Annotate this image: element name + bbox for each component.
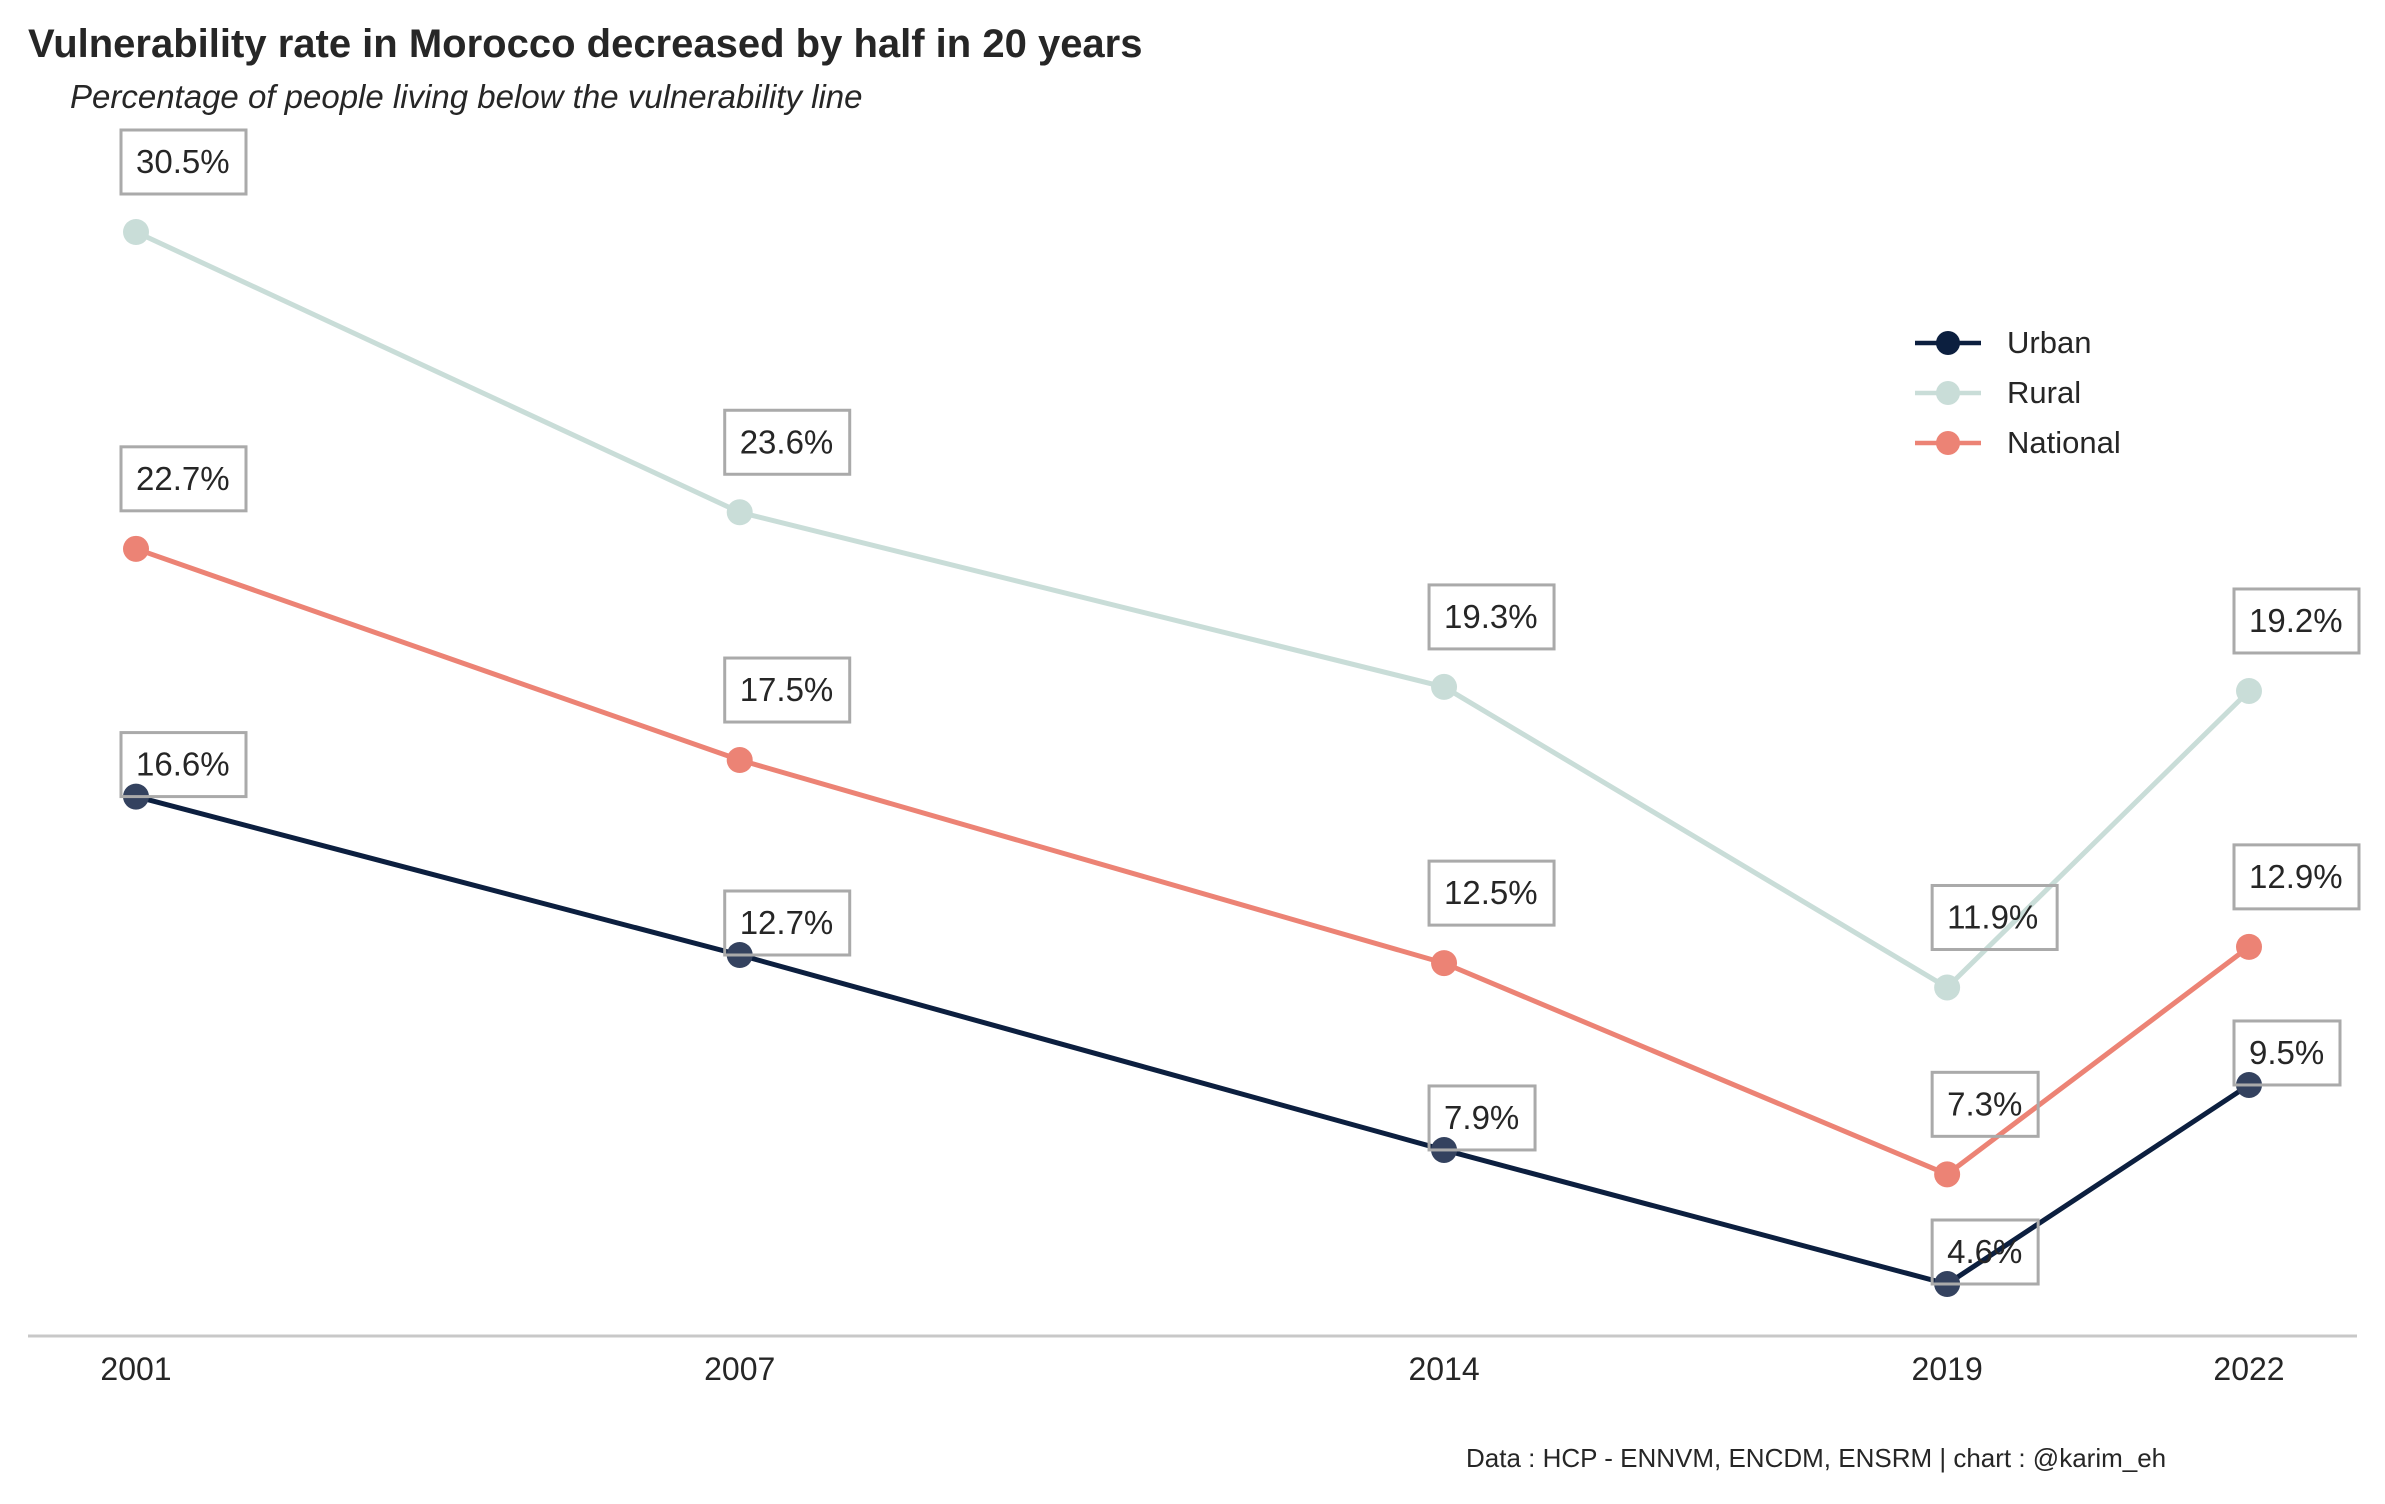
svg-text:17.5%: 17.5% (740, 671, 834, 708)
svg-text:16.6%: 16.6% (136, 746, 230, 783)
data-point-national (2236, 933, 2262, 960)
svg-text:12.7%: 12.7% (740, 904, 834, 941)
legend-item-urban: Urban (1915, 318, 2121, 368)
svg-text:7.9%: 7.9% (1444, 1099, 1519, 1136)
x-tick-label: 2014 (1408, 1351, 1479, 1387)
svg-text:7.3%: 7.3% (1947, 1085, 2022, 1122)
data-label-rural: 19.3% (1427, 583, 1556, 651)
data-label-national: 22.7% (119, 445, 248, 513)
data-point-rural (1934, 974, 1961, 1001)
svg-text:12.5%: 12.5% (1444, 874, 1538, 911)
data-label-urban: 16.6% (119, 731, 248, 799)
data-labels: 30.5% 23.6% 19.3% 11.9% 19.2% 22.7% 17.5% 12.5%… (119, 128, 2361, 1286)
data-label-national: 7.3% (1930, 1070, 2040, 1138)
svg-text:4.6%: 4.6% (1947, 1233, 2022, 1270)
data-label-rural: 30.5% (119, 128, 248, 196)
data-point-national (1431, 950, 1458, 977)
x-tick-label: 2001 (100, 1351, 171, 1387)
svg-text:9.5%: 9.5% (2249, 1034, 2324, 1071)
data-point-rural (2236, 677, 2262, 704)
series-points (123, 219, 2262, 1297)
data-label-national: 12.9% (2232, 843, 2361, 911)
legend-swatch-rural (1915, 381, 1981, 405)
data-label-urban: 4.6% (1930, 1218, 2040, 1286)
legend: Urban Rural National (1915, 318, 2121, 468)
x-tick-label: 2022 (2213, 1351, 2284, 1387)
svg-text:12.9%: 12.9% (2249, 858, 2343, 895)
svg-text:19.2%: 19.2% (2249, 602, 2343, 639)
legend-item-rural: Rural (1915, 368, 2121, 418)
svg-text:23.6%: 23.6% (740, 423, 834, 460)
data-point-rural (123, 219, 149, 245)
data-point-rural (726, 499, 753, 526)
data-label-rural: 11.9% (1930, 883, 2059, 951)
x-tick-label: 2019 (1912, 1351, 1983, 1387)
data-point-national (123, 535, 149, 562)
svg-text:11.9%: 11.9% (1947, 898, 2038, 935)
legend-swatch-national (1915, 431, 1981, 455)
data-label-urban: 12.7% (723, 889, 852, 957)
x-tick-labels: 2001 2007 2014 2019 2022 (100, 1351, 2284, 1387)
legend-item-national: National (1915, 418, 2121, 468)
source-note: Data : HCP - ENNVM, ENCDM, ENSRM | chart… (1466, 1443, 2167, 1473)
data-point-national (1934, 1161, 1961, 1188)
data-label-urban: 9.5% (2232, 1019, 2342, 1087)
data-label-national: 12.5% (1427, 859, 1556, 927)
svg-text:22.7%: 22.7% (136, 460, 230, 497)
x-tick-label: 2007 (704, 1351, 775, 1387)
chart-title: Vulnerability rate in Morocco decreased … (28, 22, 1143, 66)
svg-text:30.5%: 30.5% (136, 143, 230, 180)
data-label-rural: 23.6% (723, 408, 852, 476)
legend-label-urban: Urban (2007, 325, 2092, 360)
legend-label-national: National (2007, 425, 2121, 460)
data-label-rural: 19.2% (2232, 587, 2361, 655)
data-label-national: 17.5% (723, 656, 852, 724)
legend-label-rural: Rural (2007, 375, 2082, 410)
legend-swatch-urban (1915, 331, 1981, 355)
chart-subtitle: Percentage of people living below the vu… (70, 78, 863, 115)
data-point-rural (1431, 673, 1458, 700)
data-label-urban: 7.9% (1427, 1084, 1537, 1152)
svg-text:19.3%: 19.3% (1444, 598, 1538, 635)
series-line-urban (135, 794, 2251, 1287)
data-point-national (726, 747, 753, 774)
